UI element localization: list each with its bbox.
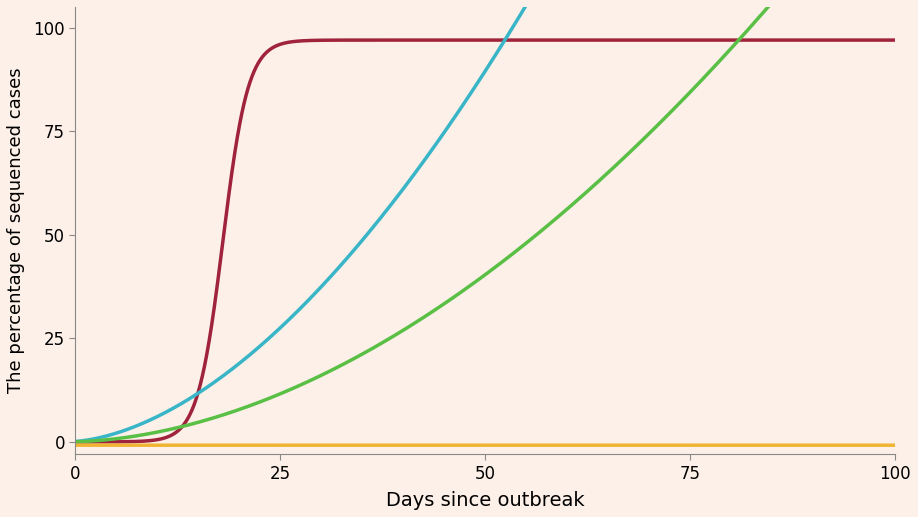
X-axis label: Days since outbreak: Days since outbreak — [386, 491, 585, 510]
Y-axis label: The percentage of sequenced cases: The percentage of sequenced cases — [7, 68, 25, 393]
